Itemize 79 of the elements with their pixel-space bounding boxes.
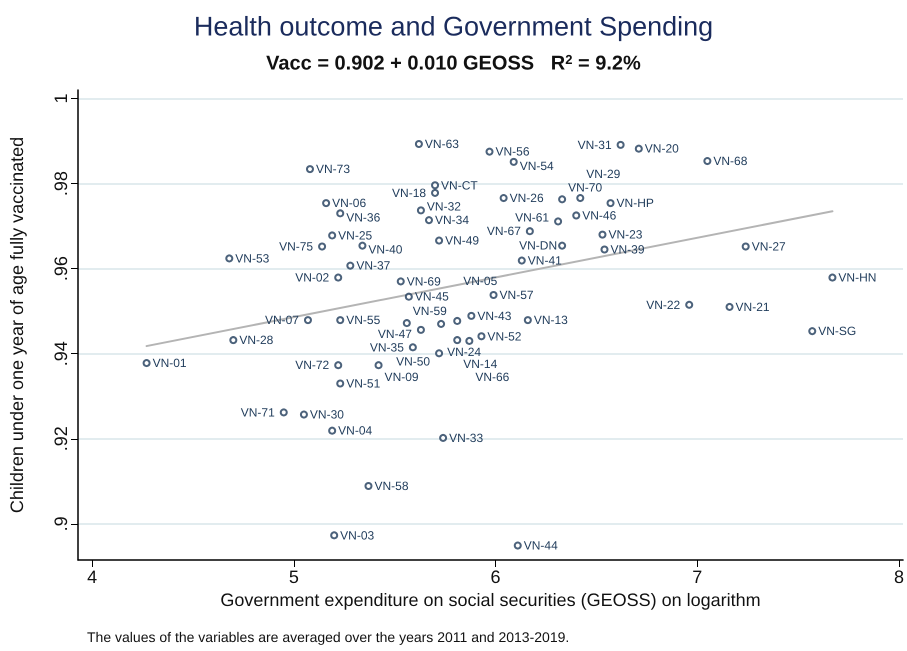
annotation: VN-69 — [406, 274, 442, 288]
annotation: VN-13 — [534, 313, 568, 328]
annotation: VN-05 — [463, 274, 498, 288]
annotation: VN-57 — [500, 288, 534, 302]
x-tick-label: 4 — [87, 567, 98, 587]
annotation: VN-39 — [610, 242, 645, 256]
annotation: VN-29 — [586, 167, 621, 182]
annotation: VN-52 — [487, 329, 522, 344]
annotation: VN-DN — [519, 238, 558, 253]
y-tick-label: .96 — [51, 256, 71, 282]
y-tick-label: .9 — [51, 516, 71, 532]
y-tick-label: .94 — [51, 341, 71, 366]
annotation: VN-51 — [346, 376, 381, 390]
annotation: VN-06 — [332, 196, 366, 210]
annotation: VN-50 — [396, 354, 430, 368]
annotation: VN-33 — [449, 430, 484, 445]
annotation: VN-24 — [447, 344, 482, 359]
annotation: VN-75 — [279, 240, 314, 254]
annotation: VN-03 — [340, 528, 375, 542]
annotation: VN-25 — [338, 228, 373, 242]
annotation: VN-66 — [475, 370, 510, 384]
annotation: VN-14 — [463, 357, 498, 372]
annotation: VN-HN — [838, 270, 876, 285]
annotation: VN-27 — [752, 240, 786, 254]
annotation: VN-01 — [152, 356, 187, 370]
y-tick-label: 1 — [51, 94, 71, 104]
x-tick-label: 6 — [490, 567, 501, 587]
annotation: VN-47 — [378, 326, 412, 341]
annotation: VN-02 — [295, 270, 330, 285]
annotation: VN-23 — [608, 228, 643, 242]
annotation: VN-67 — [486, 224, 522, 238]
annotation: VN-71 — [240, 405, 276, 420]
annotation: VN-36 — [346, 210, 381, 224]
annotation: VN-63 — [424, 137, 460, 152]
annotation: VN-46 — [582, 208, 617, 222]
annotation: VN-41 — [528, 254, 562, 268]
annotation: VN-09 — [384, 370, 419, 384]
x-tick-label: 8 — [894, 567, 904, 587]
annotation: VN-61 — [515, 210, 550, 224]
y-tick-label: .98 — [51, 171, 71, 196]
annotation: VN-45 — [414, 290, 450, 304]
annotation: VN-49 — [445, 234, 480, 248]
annotation: VN-59 — [412, 304, 448, 318]
annotation: VN-35 — [370, 340, 404, 354]
annotation: VN-28 — [239, 333, 274, 348]
annotation: VN-18 — [392, 186, 426, 200]
annotation: VN-73 — [316, 162, 350, 176]
chart-title: Health outcome and Government Spending — [194, 12, 714, 42]
annotation: VN-70 — [568, 180, 602, 194]
x-tick-label: 5 — [288, 567, 299, 587]
annotation: VN-04 — [338, 424, 373, 438]
annotation: VN-CT — [441, 178, 478, 192]
annotation: VN-31 — [578, 138, 612, 152]
annotation: VN-40 — [368, 242, 403, 257]
y-axis-title: Children under one year of age fully vaccinated — [7, 136, 27, 514]
annotation: VN-21 — [736, 300, 770, 314]
annotation: VN-68 — [713, 154, 748, 168]
annotation: VN-32 — [426, 199, 462, 214]
annotation: VN-34 — [434, 213, 470, 228]
annotation: VN-55 — [346, 313, 381, 328]
annotation: VN-53 — [235, 251, 270, 266]
annotation: VN-30 — [310, 408, 344, 422]
annotation: VN-72 — [295, 358, 330, 372]
text: The values of the variables are averaged over the years 2011 and 2013-2019. — [87, 629, 570, 645]
annotation: VN-56 — [496, 144, 530, 159]
x-tick-label: 7 — [692, 567, 702, 587]
y-tick-label: .92 — [51, 426, 71, 452]
annotation: VN-26 — [510, 191, 544, 206]
annotation: VN-07 — [264, 313, 300, 328]
annotation: VN-SG — [818, 324, 856, 338]
annotation: VN-43 — [477, 308, 512, 323]
annotation: VN-37 — [356, 258, 391, 273]
annotation: VN-HP — [616, 196, 654, 210]
x-axis-title: Government expenditure on social securities (GEOSS) on logarithm — [220, 590, 761, 610]
annotation: VN-58 — [374, 478, 409, 493]
annotation: VN-44 — [524, 538, 558, 553]
annotation: VN-54 — [520, 158, 554, 173]
annotation: VN-20 — [644, 142, 680, 156]
annotation: VN-22 — [646, 298, 681, 312]
